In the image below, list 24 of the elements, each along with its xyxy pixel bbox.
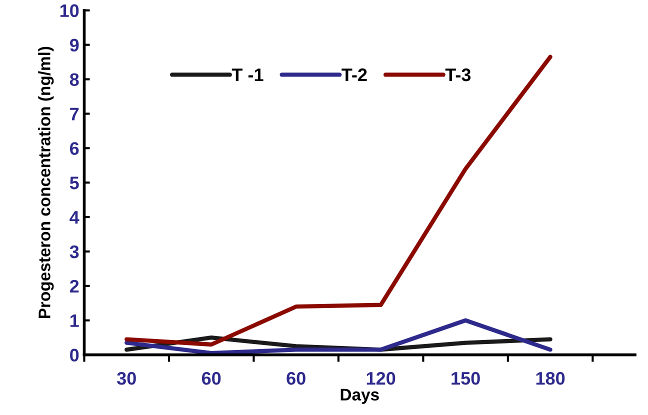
legend-label: T-2 — [342, 68, 367, 82]
x-tick-label: 60 — [286, 372, 306, 385]
y-tick-label: 10 — [60, 4, 79, 18]
line-series — [124, 54, 552, 347]
line-series — [124, 318, 552, 355]
y-tick-label: 1 — [70, 314, 79, 327]
x-tick-label: 30 — [116, 372, 136, 385]
x-tick-label: 60 — [202, 372, 221, 385]
y-tick-label: 8 — [70, 73, 79, 86]
x-tick-label: 180 — [536, 372, 565, 385]
x-tick-label: 120 — [366, 372, 396, 385]
x-tick-label: 150 — [452, 372, 480, 385]
y-tick-label: 7 — [70, 108, 79, 120]
legend-label: T -1 — [232, 68, 264, 82]
x-axis-title: Days — [340, 388, 379, 404]
y-axis-title: Progesteron concentration (ng/ml) — [38, 46, 54, 318]
y-tick-label: 2 — [70, 280, 79, 292]
legend-label: T-3 — [445, 68, 471, 82]
y-tick-label: 4 — [70, 211, 80, 224]
y-tick-label: 3 — [70, 245, 79, 258]
y-tick-label: 5 — [70, 176, 79, 190]
y-tick-label: 6 — [70, 142, 79, 155]
y-tick-label: 9 — [70, 38, 79, 52]
y-tick-label: 0 — [70, 348, 79, 362]
